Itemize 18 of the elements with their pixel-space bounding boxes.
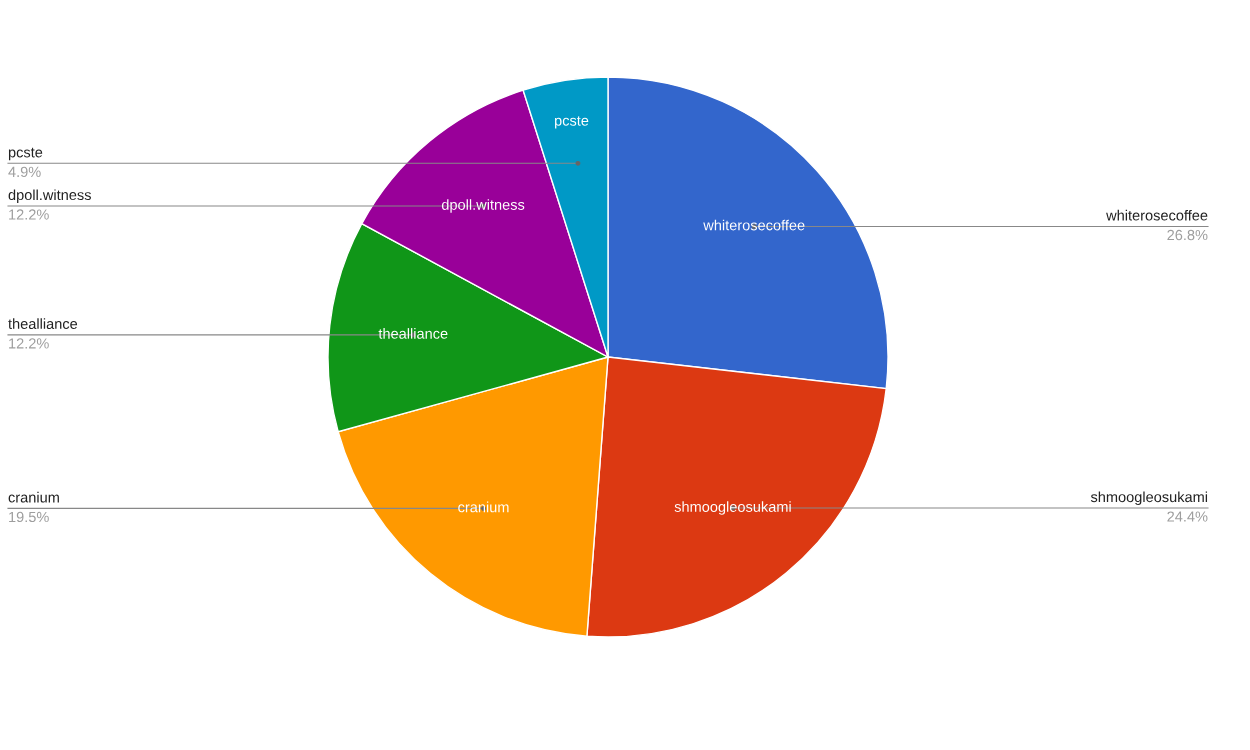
slice-label: pcste xyxy=(555,116,589,129)
slice-label: shmoogleosukami xyxy=(1090,491,1208,506)
slice-label: dpoll.witness xyxy=(8,189,91,203)
slice-label: pcste xyxy=(8,147,43,161)
data-label: 4.9% xyxy=(8,166,41,178)
data-label: 19.5% xyxy=(9,511,49,523)
slice-label: whiterosecoffee xyxy=(1106,209,1208,221)
slice-label: thealliance xyxy=(8,318,78,329)
slice-label: whiterosecoffee xyxy=(703,219,805,231)
data-label: 24.4% xyxy=(1167,511,1208,522)
slice-label: dpoll.witness xyxy=(441,199,525,213)
slice-label: thealliance xyxy=(378,328,448,339)
slice-label: cranium xyxy=(8,491,59,503)
data-label: 12.2% xyxy=(9,338,49,349)
slice-label: cranium xyxy=(458,501,509,513)
data-label: 26.8% xyxy=(1167,229,1208,241)
slice-label: shmoogleosukami xyxy=(674,501,791,515)
data-label: 12.2% xyxy=(9,209,49,220)
